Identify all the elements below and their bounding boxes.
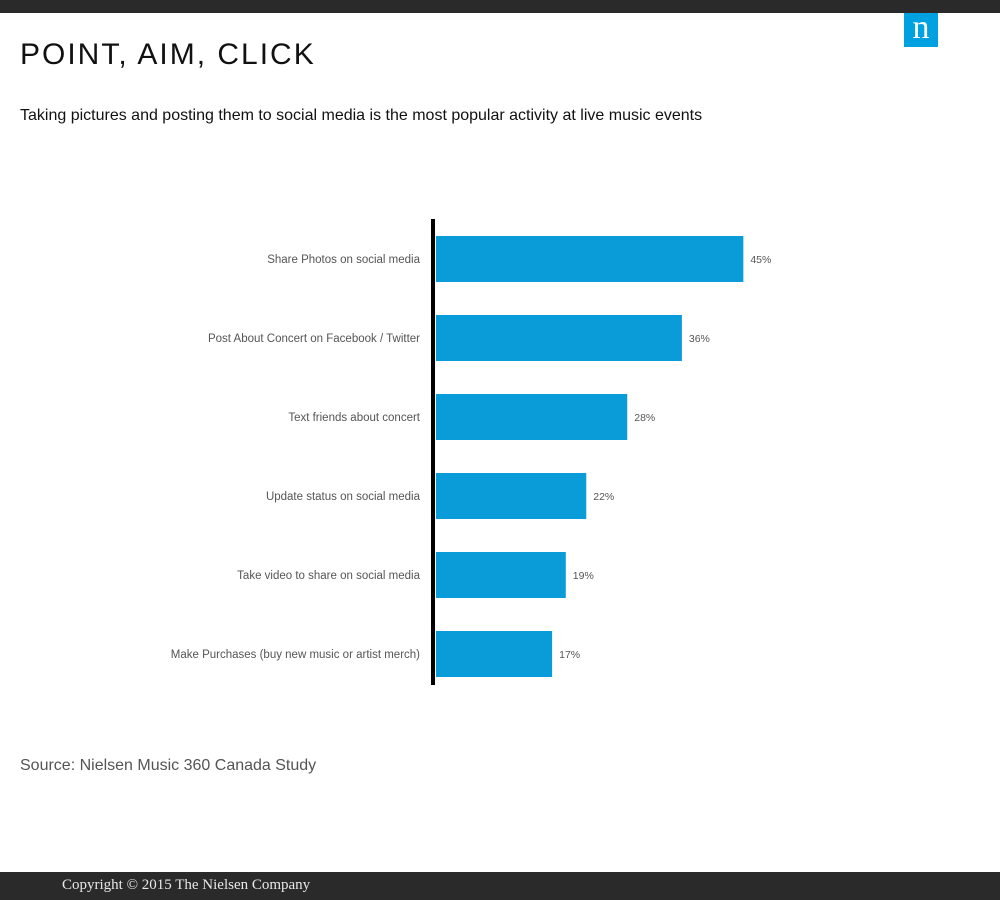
page-title: POINT, AIM, CLICK [20,38,316,71]
data-label: 28% [634,412,655,424]
source-note: Source: Nielsen Music 360 Canada Study [20,757,317,774]
bar [436,473,587,519]
data-label: 36% [689,333,710,345]
data-label: 19% [573,570,594,582]
category-label: Update status on social media [266,491,421,503]
nielsen-logo: n [904,11,938,47]
category-label: Share Photos on social media [267,254,420,266]
category-label: Post About Concert on Facebook / Twitter [208,333,420,345]
footer-bar: Copyright © 2015 The Nielsen Company [0,872,1000,900]
category-label: Make Purchases (buy new music or artist … [171,649,420,661]
page-subtitle: Taking pictures and posting them to soci… [20,107,703,124]
bar [436,631,553,677]
data-label: 17% [559,649,580,661]
category-label: Text friends about concert [288,412,420,424]
bar [436,394,628,440]
bar [436,236,744,282]
category-label: Take video to share on social media [237,570,420,582]
bar [436,315,682,361]
data-label: 45% [750,254,771,266]
bar [436,552,566,598]
copyright-text: Copyright © 2015 The Nielsen Company [62,877,311,893]
top-bar [0,0,1000,13]
data-label: 22% [593,491,614,503]
